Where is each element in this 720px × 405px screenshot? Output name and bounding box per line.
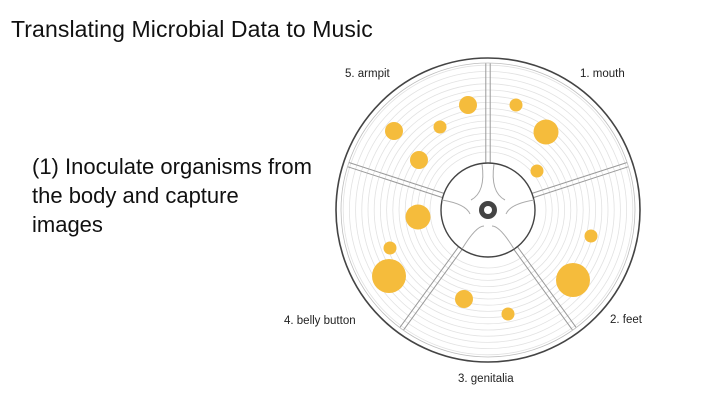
colony: [556, 263, 590, 297]
dish-ring: [348, 70, 628, 350]
region-label-belly-button: 4. belly button: [284, 315, 356, 327]
colonies: [372, 96, 598, 321]
colony: [584, 229, 598, 243]
colony: [405, 204, 431, 230]
slide-title: Translating Microbial Data to Music: [11, 16, 373, 42]
sector-divider: [348, 162, 445, 194]
sector-divider: [399, 246, 460, 328]
colony: [372, 259, 406, 293]
dish-ring: [398, 120, 578, 300]
region-label-feet: 2. feet: [610, 314, 643, 326]
sector-divider: [513, 249, 574, 331]
region-label-genitalia: 3. genitalia: [458, 373, 514, 385]
colony: [533, 119, 559, 145]
colony: [509, 98, 523, 112]
region-label-armpit: 5. armpit: [345, 68, 391, 80]
colony: [455, 290, 473, 308]
dish-ring: [392, 114, 584, 306]
dish-ring: [379, 102, 596, 318]
dish-ring: [342, 64, 634, 356]
colony: [383, 241, 397, 255]
dish-ring: [373, 95, 603, 325]
sector-divider: [533, 166, 629, 199]
dish-inner-rim: [340, 62, 636, 358]
dish-ring: [429, 151, 547, 269]
region-label-mouth: 1. mouth: [580, 68, 625, 80]
colony: [459, 96, 477, 114]
sector-divider: [402, 249, 463, 331]
dish-ring: [386, 108, 590, 312]
colony: [385, 122, 403, 140]
step-description: (1) Inoculate organisms from the body an…: [32, 154, 312, 237]
colony: [530, 164, 544, 178]
colony: [433, 120, 447, 134]
center-hub-spokes: [441, 163, 535, 250]
sector-divider: [347, 166, 443, 199]
dish-ring: [367, 89, 609, 331]
sector-dividers: [347, 63, 629, 331]
sector-divider: [516, 246, 577, 328]
colony: [410, 151, 428, 169]
dish-ring: [361, 83, 615, 337]
colony: [501, 307, 515, 321]
dish-ring: [404, 126, 572, 294]
sector-divider: [531, 162, 628, 194]
center-hub-hole: [484, 206, 492, 214]
dish-ring: [355, 77, 621, 343]
dish-rim: [335, 57, 641, 363]
